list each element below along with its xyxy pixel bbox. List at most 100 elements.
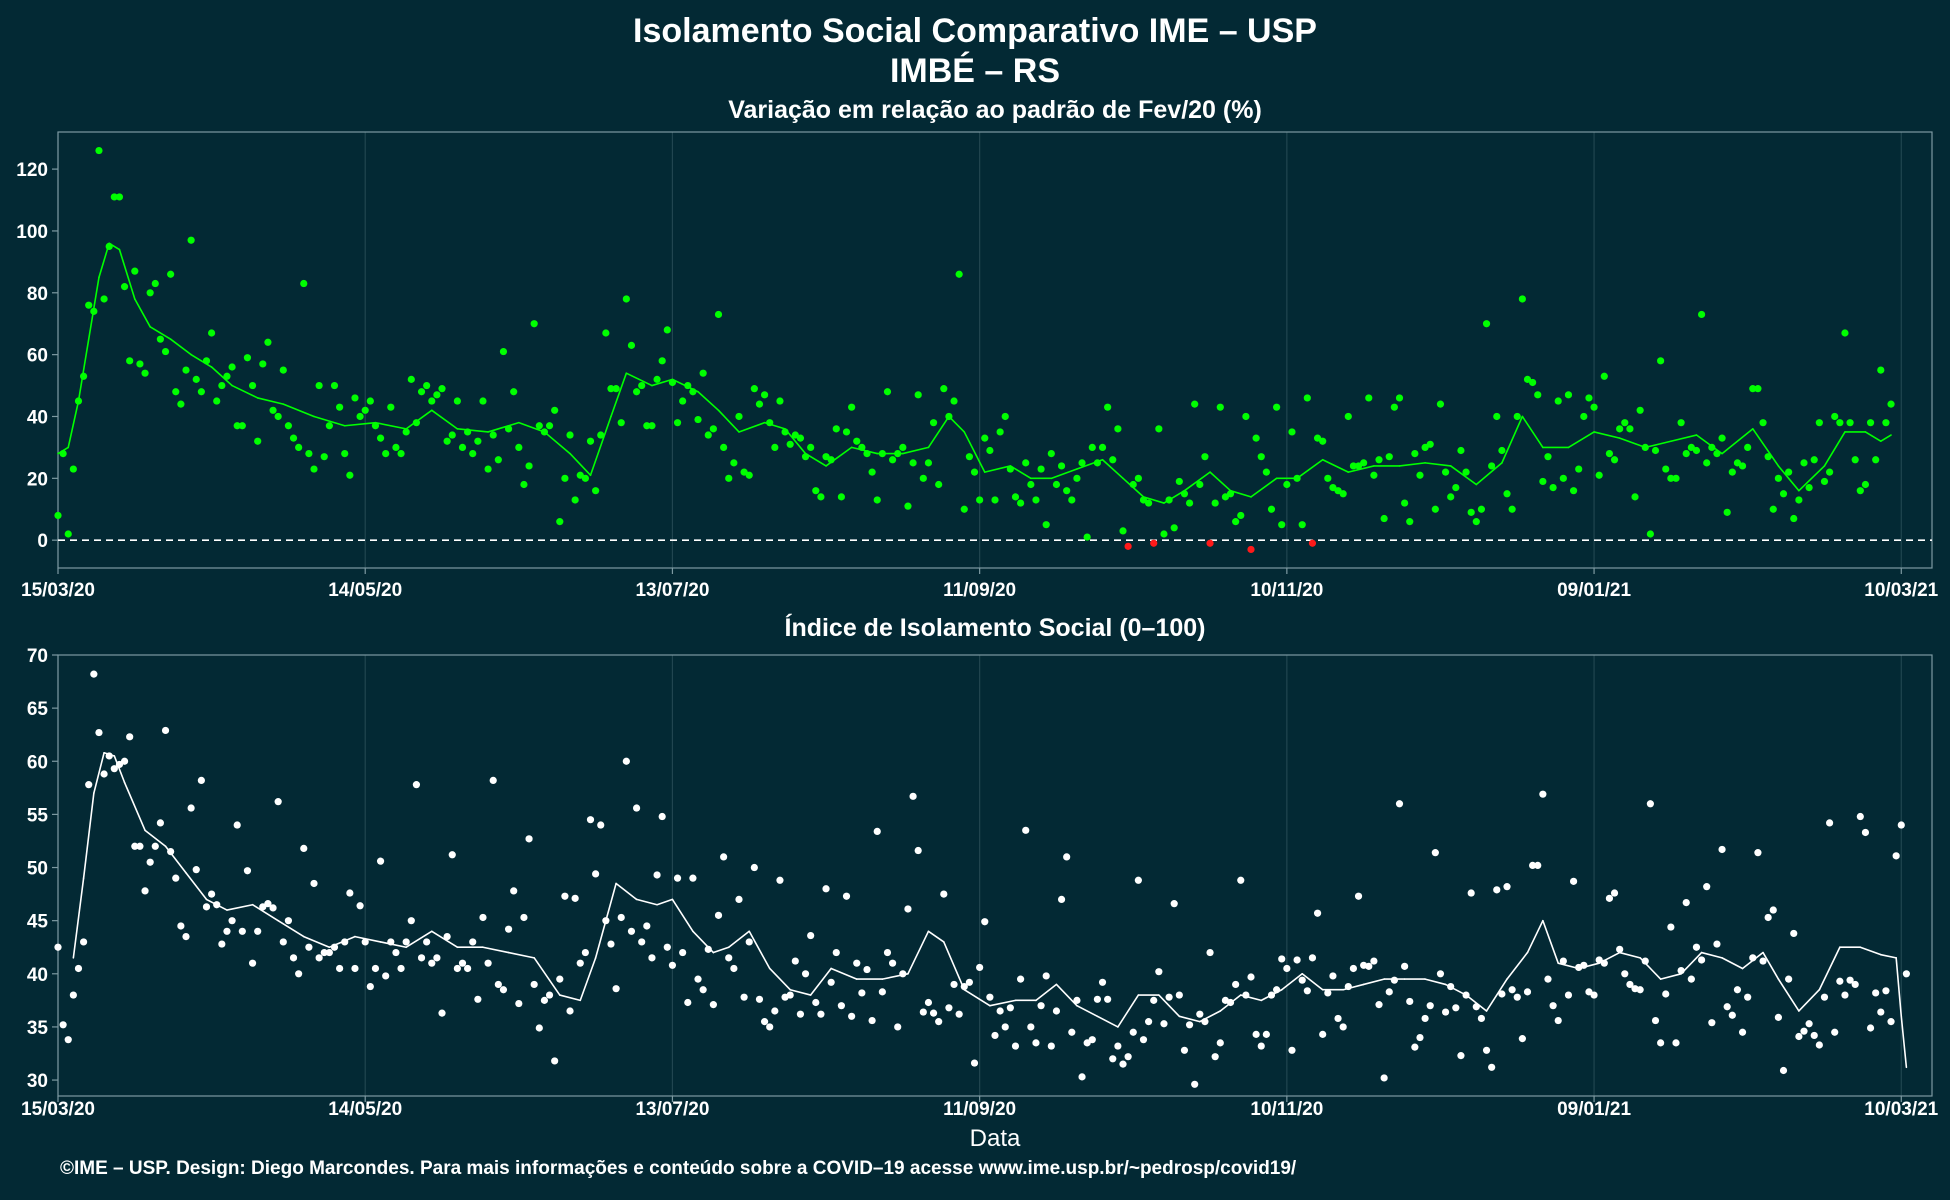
data-point (561, 474, 569, 482)
data-point (960, 505, 968, 513)
data-point (801, 453, 810, 461)
data-point (1733, 986, 1742, 994)
data-point (760, 391, 769, 399)
data-point (1882, 419, 1890, 427)
data-point (1175, 991, 1183, 999)
data-point (74, 397, 83, 405)
data-point (248, 959, 257, 967)
data-point (1697, 956, 1706, 964)
data-point (310, 879, 318, 888)
data-point (1477, 1014, 1486, 1023)
data-point (684, 998, 692, 1007)
data-point (1703, 459, 1711, 467)
data-point (1237, 876, 1245, 884)
panel-title: Variação em relação ao padrão de Fev/20 … (728, 96, 1262, 124)
data-point (1017, 975, 1025, 983)
moving-average-segment (963, 988, 991, 1007)
data-point (1011, 493, 1020, 501)
data-point (1278, 521, 1286, 529)
data-point (1856, 812, 1864, 821)
data-point (54, 943, 62, 951)
data-point (807, 443, 815, 452)
data-point (1063, 487, 1071, 495)
moving-average-segment (712, 946, 730, 954)
data-point (1861, 828, 1870, 837)
data-point (248, 381, 257, 390)
data-point (1401, 499, 1409, 507)
x-tick-label: 10/11/20 (1250, 1099, 1323, 1120)
data-point (581, 474, 589, 482)
data-point (1441, 1008, 1450, 1016)
data-point (1170, 900, 1178, 908)
data-point (1457, 1052, 1465, 1060)
data-point (1216, 403, 1224, 411)
footer-credit: ©IME – USP. Design: Diego Marcondes. Par… (60, 1158, 1297, 1179)
data-point (1160, 1020, 1168, 1028)
moving-average-segment (830, 967, 858, 980)
data-point (1262, 468, 1270, 476)
data-point (351, 964, 359, 973)
data-point (1288, 1046, 1296, 1054)
data-point (243, 867, 252, 875)
data-point (1779, 490, 1788, 498)
data-point (1001, 412, 1009, 421)
data-point (648, 954, 656, 962)
data-point (1518, 1035, 1526, 1043)
data-point (366, 982, 374, 991)
x-tick-label: 11/09/20 (943, 580, 1016, 601)
data-point (520, 480, 528, 489)
data-point (556, 518, 564, 526)
data-point (807, 931, 815, 940)
data-point (1052, 1007, 1061, 1015)
x-tick-label: 14/05/20 (328, 1099, 402, 1120)
moving-average-segment (533, 957, 561, 996)
data-point (423, 381, 431, 390)
data-point (991, 1031, 999, 1040)
moving-average-segment (354, 935, 382, 943)
data-point (361, 406, 369, 414)
data-point (1293, 474, 1301, 482)
data-point (1344, 982, 1352, 991)
data-point (1022, 826, 1030, 834)
data-point (1267, 505, 1276, 513)
data-point (883, 948, 892, 957)
y-tick-label: 60 (27, 346, 48, 367)
moving-average-segment (1076, 1004, 1099, 1018)
data-point (1549, 484, 1557, 492)
data-point (1646, 530, 1654, 538)
data-point (689, 874, 697, 882)
data-point (909, 792, 917, 800)
data-point (1370, 471, 1378, 479)
data-point (402, 428, 410, 436)
moving-average-segment (1762, 951, 1780, 980)
data-point (1518, 295, 1526, 303)
moving-average-segment (907, 930, 930, 975)
data-point (499, 347, 508, 356)
data-point (638, 381, 646, 390)
data-point (1150, 996, 1158, 1004)
data-point (233, 422, 241, 430)
data-point (1022, 459, 1030, 467)
data-point (1191, 400, 1199, 408)
moving-average-segment (1209, 471, 1232, 492)
x-tick-label: 15/03/20 (21, 1099, 95, 1120)
data-point (960, 982, 968, 991)
data-point (336, 403, 344, 411)
data-point (510, 887, 518, 895)
data-point (1017, 499, 1025, 507)
data-point (1488, 462, 1496, 470)
data-point (131, 267, 139, 275)
moving-average-segment (1296, 458, 1324, 480)
data-point (1426, 1002, 1434, 1010)
data-point (126, 733, 134, 741)
data-point (1319, 437, 1327, 445)
data-point (632, 804, 641, 812)
data-point (1298, 976, 1306, 984)
data-point (873, 496, 881, 504)
data-point (1544, 453, 1552, 461)
data-point (1897, 821, 1905, 829)
data-point (1467, 508, 1475, 516)
data-point (791, 957, 799, 965)
data-point (684, 381, 692, 390)
